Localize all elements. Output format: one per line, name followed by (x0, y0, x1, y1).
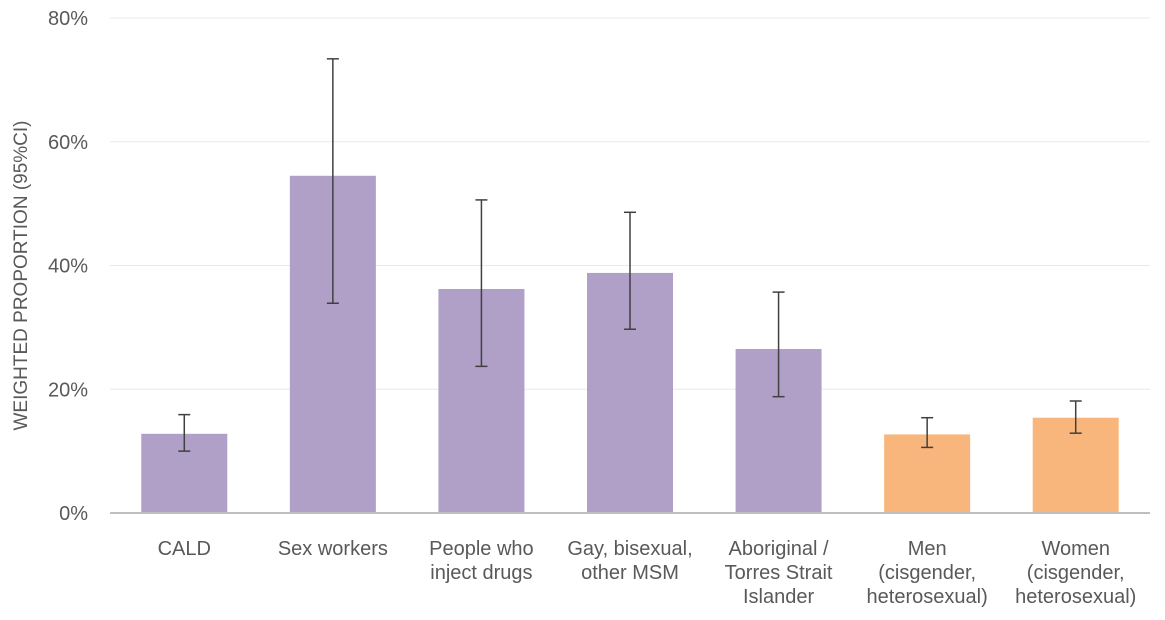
y-tick-label: 80% (48, 8, 88, 30)
x-category-label: Aboriginal / Torres Strait Islander (725, 538, 833, 608)
x-category-label-line: Men (908, 538, 947, 560)
error-bars (178, 58, 1082, 452)
x-category-label: Women (cisgender, heterosexual) (1015, 538, 1136, 608)
x-category-label-line: other MSM (581, 562, 679, 584)
x-category-label-line: Gay, bisexual, (567, 538, 692, 560)
error-bar (624, 211, 636, 330)
error-bar (475, 199, 488, 368)
x-category-label-line: (cisgender, (1027, 562, 1125, 584)
x-category-label-line: People who (429, 538, 534, 560)
x-category-label-line: CALD (158, 538, 211, 560)
y-axis-ticks: 0% 20% 40% 60% 80% (48, 8, 88, 525)
x-axis-category-labels: CALD Sex workers People who inject drugs Gay… (158, 538, 1137, 608)
x-category-label: Gay, bisexual, other MSM (567, 538, 692, 584)
error-bar (178, 413, 191, 452)
error-bar (326, 58, 339, 304)
y-axis-title: WEIGHTED PROPORTION (95%CI) (11, 120, 32, 430)
x-category-label: Sex workers (278, 538, 388, 560)
x-category-label: Men (cisgender, heterosexual) (867, 538, 988, 608)
error-bar (1069, 400, 1082, 434)
x-category-label-line: Aboriginal / (729, 538, 830, 560)
x-category-label: CALD (158, 538, 211, 560)
x-category-label-line: Torres Strait (725, 562, 833, 584)
x-category-label: People who inject drugs (429, 538, 534, 584)
error-bar (772, 291, 785, 398)
x-category-label-line: (cisgender, (878, 562, 976, 584)
error-bar (921, 416, 934, 449)
x-category-label-line: heterosexual) (1015, 586, 1136, 608)
x-category-label-line: Women (1041, 538, 1110, 560)
x-category-label-line: heterosexual) (867, 586, 988, 608)
y-tick-label: 0% (59, 503, 88, 525)
x-category-label-line: Islander (743, 586, 814, 608)
y-tick-label: 40% (48, 256, 88, 278)
y-tick-label: 60% (48, 132, 88, 154)
y-tick-label: 20% (48, 379, 88, 401)
x-category-label-line: Sex workers (278, 538, 388, 560)
x-category-label-line: inject drugs (430, 562, 532, 584)
